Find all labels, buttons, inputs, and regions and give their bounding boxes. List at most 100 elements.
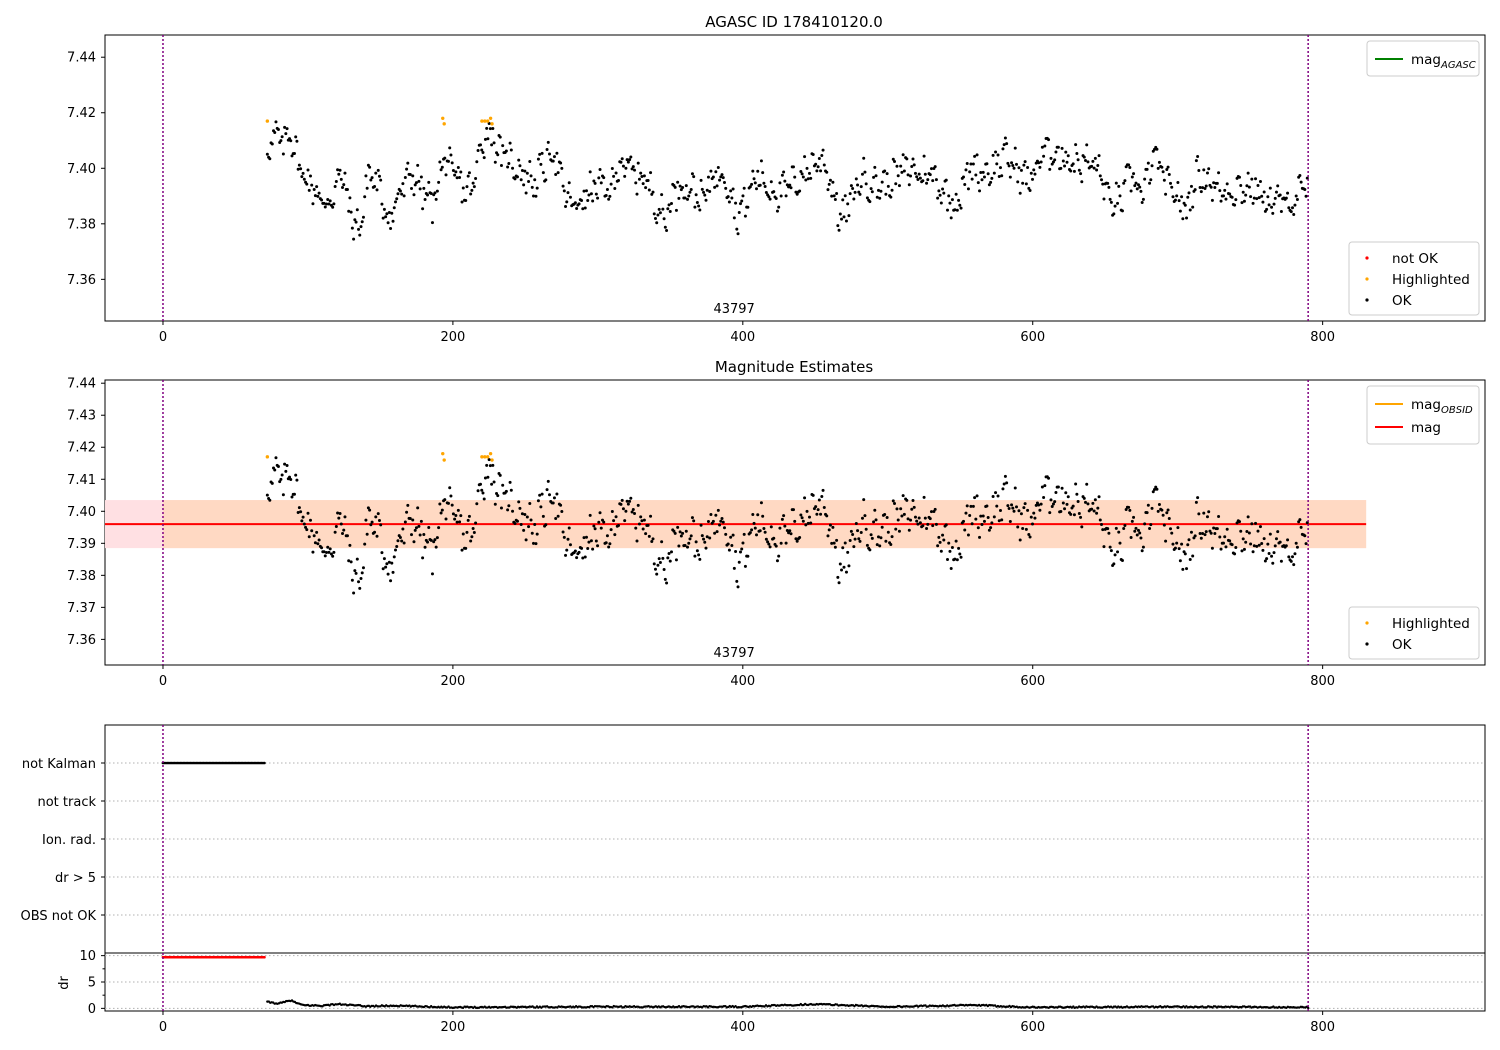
ok-point	[423, 545, 427, 549]
ok-point	[942, 538, 946, 542]
x-tick-label: 800	[1310, 330, 1335, 345]
ok-point	[381, 567, 385, 571]
ok-point	[635, 192, 639, 196]
ok-point	[1197, 512, 1201, 516]
ok-point	[619, 502, 623, 506]
y-tick-label: 7.43	[67, 409, 96, 424]
ok-point	[693, 554, 697, 558]
ok-point	[828, 178, 832, 182]
ok-point	[1146, 503, 1150, 507]
plot-area	[104, 952, 1486, 1012]
ok-point	[583, 206, 587, 210]
ok-point	[471, 181, 475, 185]
y-tick-label: 7.42	[67, 106, 96, 121]
ok-point	[605, 187, 609, 191]
ok-point	[673, 531, 677, 535]
ok-point	[337, 172, 341, 176]
ok-point	[1155, 487, 1159, 491]
ok-point	[910, 507, 914, 511]
ok-point	[575, 556, 579, 560]
ok-point	[827, 182, 831, 186]
ok-point	[581, 556, 585, 560]
ok-point	[926, 522, 930, 526]
ok-point	[474, 521, 478, 525]
ok-point	[742, 532, 746, 536]
ok-point	[779, 541, 783, 545]
ok-point	[775, 209, 779, 213]
ok-point	[686, 197, 690, 201]
ok-point	[586, 546, 590, 550]
ok-point	[785, 528, 789, 532]
ok-point	[1072, 169, 1076, 173]
ok-point	[705, 188, 709, 192]
ok-point	[586, 199, 590, 203]
ok-point	[729, 189, 733, 193]
ok-point	[766, 540, 770, 544]
ok-point	[1150, 506, 1154, 510]
ok-point	[1270, 554, 1274, 558]
ok-point	[997, 174, 1001, 178]
ok-point	[1240, 549, 1244, 553]
ok-point	[878, 196, 882, 200]
ok-point	[1013, 486, 1017, 490]
ok-point	[413, 183, 417, 187]
ok-point	[1251, 201, 1255, 205]
ok-point	[1007, 507, 1011, 511]
ok-point	[1219, 547, 1223, 551]
ok-point	[1260, 542, 1264, 546]
ok-point	[336, 511, 340, 515]
ok-point	[273, 130, 277, 134]
ok-point	[987, 183, 991, 187]
ok-point	[506, 508, 510, 512]
ok-point	[608, 194, 612, 198]
ok-point	[1268, 532, 1272, 536]
ok-point	[313, 541, 317, 545]
ok-point	[621, 164, 625, 168]
ok-point	[1233, 552, 1237, 556]
ok-point	[380, 202, 384, 206]
ok-point	[1255, 197, 1259, 201]
ok-point	[634, 526, 638, 530]
ok-point	[681, 185, 685, 189]
ok-point	[316, 194, 320, 198]
ok-point	[391, 570, 395, 574]
ok-point	[582, 536, 586, 540]
ok-point	[534, 194, 538, 198]
ok-point	[580, 546, 584, 550]
agasc-magnitude-panel: AGASC ID 178410120.0 43797 0 200 400 600 800…	[67, 13, 1486, 345]
ok-point	[295, 478, 299, 482]
ok-point	[1112, 212, 1116, 216]
ok-point	[852, 197, 856, 201]
ok-point	[822, 163, 826, 167]
ok-point	[727, 548, 731, 552]
ok-point	[326, 545, 330, 549]
ok-point	[492, 480, 496, 484]
ok-point	[520, 168, 524, 172]
ok-point	[302, 522, 306, 526]
ok-point	[567, 181, 571, 185]
ok-point	[1139, 536, 1143, 540]
ok-point	[408, 517, 412, 521]
ok-point	[752, 177, 756, 181]
ok-point	[806, 521, 810, 525]
ok-point	[1138, 185, 1142, 189]
ok-point	[928, 517, 932, 521]
ok-point	[1171, 195, 1175, 199]
ok-point	[308, 518, 312, 522]
ok-point	[647, 188, 651, 192]
ok-point	[479, 482, 483, 486]
ok-point	[617, 523, 621, 527]
ok-point	[844, 219, 848, 223]
ok-point	[631, 507, 635, 511]
ok-point	[1106, 181, 1110, 185]
ok-point	[1006, 504, 1010, 508]
ok-point	[527, 525, 531, 529]
ok-point	[1191, 554, 1195, 558]
ok-point	[753, 181, 757, 185]
ok-point	[1129, 189, 1133, 193]
ok-point	[730, 196, 734, 200]
dr-saturated-point	[263, 955, 266, 959]
ok-point	[363, 542, 367, 546]
ok-point	[486, 475, 490, 479]
ok-point	[551, 159, 555, 163]
